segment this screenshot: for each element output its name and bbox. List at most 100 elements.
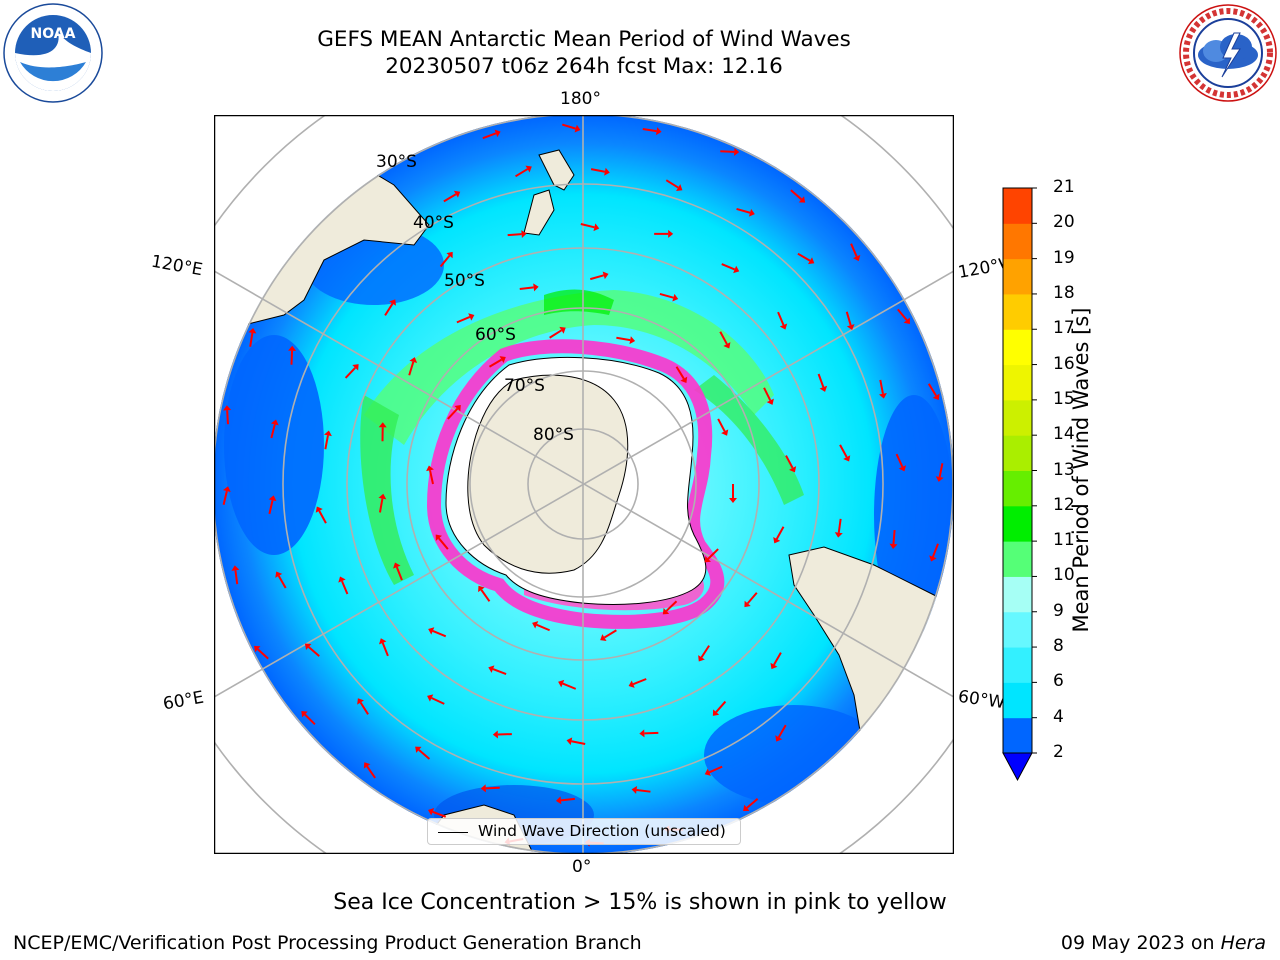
wave-arrow-head [428,627,435,635]
colorbar-tick-label: 8 [1053,636,1064,657]
wave-arrow-shaft [249,332,254,347]
wave-arrow-head [393,562,401,569]
wave-arrow-shaft [443,193,457,203]
colorbar-tick-label: 19 [1053,247,1075,268]
wave-arrow-shaft [616,336,631,342]
wave-arrow-head [628,680,635,688]
wave-arrow-shaft [707,548,719,560]
lon-label-120e: 120°E [149,251,205,281]
wave-arrow-head [629,336,636,345]
colorbar-segment [1003,258,1032,295]
wave-arrow-shaft [777,724,787,738]
wave-arrow-shaft [700,645,710,658]
wave-arrow-shaft [485,786,500,790]
wave-arrow-head [779,323,788,330]
wave-arrow-head [743,804,750,812]
wave-arrow-head [446,251,453,259]
polar-map [214,115,954,854]
wave-arrow-head [602,271,609,280]
wave-arrow-shaft [719,331,728,345]
wave-arrow-head [533,283,539,292]
colorbar-tick-label: 11 [1053,530,1075,551]
wave-arrow-head [721,429,729,436]
wave-arrow-head [789,466,797,473]
colorbar-tick-label: 20 [1053,212,1075,233]
wave-arrow-head [704,768,711,776]
wave-arrow-shaft [341,580,349,595]
wave-arrow-head [315,506,323,513]
wave-arrow-shaft [536,623,551,632]
wave-arrow-head [698,655,705,662]
wave-arrow-shaft [659,293,674,299]
wave-arrow-shaft [879,379,884,394]
wave-arrow-head [672,293,679,302]
wave-arrow-head [798,196,806,203]
colorbar-tick-label: 16 [1053,353,1075,374]
wave-arrow-head [566,737,573,746]
wave-arrow-head [453,190,461,198]
colorbar-tick-label: 21 [1053,177,1075,197]
wave-arrow-shaft [290,350,294,365]
wave-arrow-head [639,729,645,738]
wave-arrow-shaft [746,798,759,809]
colorbar-tick-label: 13 [1053,459,1075,480]
wave-arrow-head [409,357,418,364]
wave-arrow-shaft [790,189,803,201]
wave-arrow-shaft [636,788,651,793]
wave-arrow-head [704,556,711,563]
wave-arrow-head [680,376,688,383]
wave-arrow-head [744,600,751,608]
wave-arrow-shaft [938,463,944,478]
wave-arrow-shaft [665,179,679,189]
wave-arrow-shaft [507,233,522,237]
colorbar-tick-label: 9 [1053,600,1064,621]
wave-arrow-shaft [708,765,723,774]
wave-arrow-shaft [429,470,434,485]
lat-label-70s: 70°S [504,376,545,396]
lat-label-50s: 50°S [444,271,485,291]
wave-arrow-shaft [318,510,327,524]
wave-arrow-shaft [777,311,785,326]
wave-arrow-head [488,665,495,673]
wave-arrow-head [898,465,907,472]
wave-arrow-head [676,184,683,191]
wave-arrow-head [846,324,855,331]
wave-arrow-head [363,762,371,769]
wave-arrow-head [435,534,442,541]
footer-left: NCEP/EMC/Verification Post Processing Pr… [13,932,642,954]
lat-label-60s: 60°S [475,325,516,345]
colorbar-segment [1003,647,1032,683]
wave-arrow-shaft [897,308,908,321]
wave-arrow-shaft [797,252,811,262]
colorbar-segment [1003,470,1032,507]
wave-arrow-head [770,662,778,670]
colorbar-segment [1003,682,1032,719]
colorbar-tick-label: 2 [1053,742,1064,762]
wave-arrow-head [729,498,737,503]
wave-arrow-head [248,327,257,334]
wave-arrow-head [223,405,232,411]
map-subtitle: 20230507 t06z 264h fcst Max: 12.16 [385,54,783,79]
wave-arrow-head [304,643,312,650]
wave-arrow-shaft [488,358,503,368]
wave-arrow-head [733,265,740,274]
wave-arrow-shaft [432,810,447,818]
lon-label-180: 180° [560,89,601,109]
wave-arrow-shaft [590,168,606,173]
wave-arrow-shaft [515,168,529,178]
wave-arrow-shaft [892,529,896,545]
wave-arrow-shaft [277,575,287,589]
wave-arrow-head [378,493,387,500]
wave-arrow-shaft [763,387,772,401]
wave-arrow-head [478,585,485,593]
wave-arrow-shaft [308,646,320,657]
wave-arrow-head [656,127,662,136]
wave-arrow-shaft [632,678,647,686]
wave-arrow-shaft [773,652,782,666]
wave-arrow-shaft [456,316,471,324]
wave-arrow-shaft [439,255,451,268]
wave-arrow-head [593,223,600,232]
wave-arrow-shaft [715,700,727,713]
wave-arrow-shaft [931,543,939,558]
colorbar-tick-label: 12 [1053,494,1075,515]
